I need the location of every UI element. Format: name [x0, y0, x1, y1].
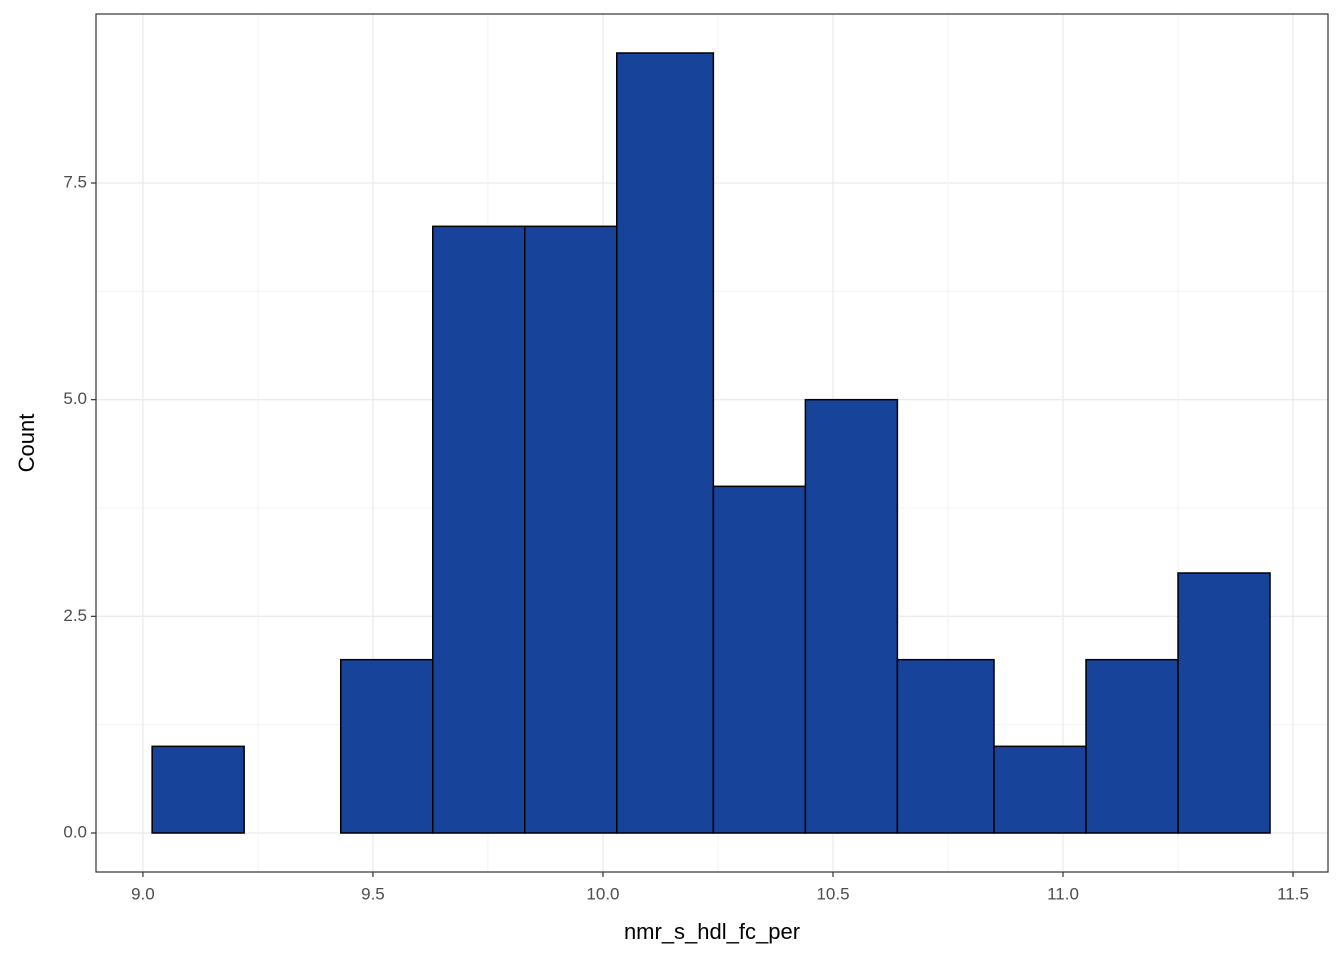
bar: [616, 52, 715, 834]
bar: [1085, 658, 1179, 834]
x-tick-label: 9.5: [361, 884, 385, 903]
x-tick-label: 9.0: [131, 884, 155, 903]
x-axis-title: nmr_s_hdl_fc_per: [624, 919, 800, 944]
y-tick-label: 5.0: [63, 389, 87, 408]
bar: [339, 658, 434, 834]
bar: [804, 398, 899, 834]
bar: [712, 485, 807, 834]
y-axis-title: Count: [14, 414, 39, 473]
bar: [993, 745, 1087, 834]
bar: [151, 745, 245, 834]
x-tick-label: 11.5: [1277, 884, 1309, 903]
bars: [151, 52, 1271, 834]
y-tick-label: 0.0: [63, 822, 87, 841]
bar: [896, 658, 995, 834]
x-tick-label: 10.0: [586, 884, 619, 903]
panel-border: [95, 13, 1329, 873]
axes: 0.0 2.5 5.0 7.5 9.0 9.5 10.0 10.5 11.0 11.5: [63, 172, 1309, 903]
y-tick-label: 2.5: [63, 606, 87, 625]
x-tick-label: 11.0: [1047, 884, 1079, 903]
bar: [432, 225, 526, 834]
bar: [524, 225, 618, 834]
bar: [1177, 572, 1271, 834]
x-tick-label: 10.5: [816, 884, 849, 903]
y-tick-label: 7.5: [63, 172, 87, 191]
